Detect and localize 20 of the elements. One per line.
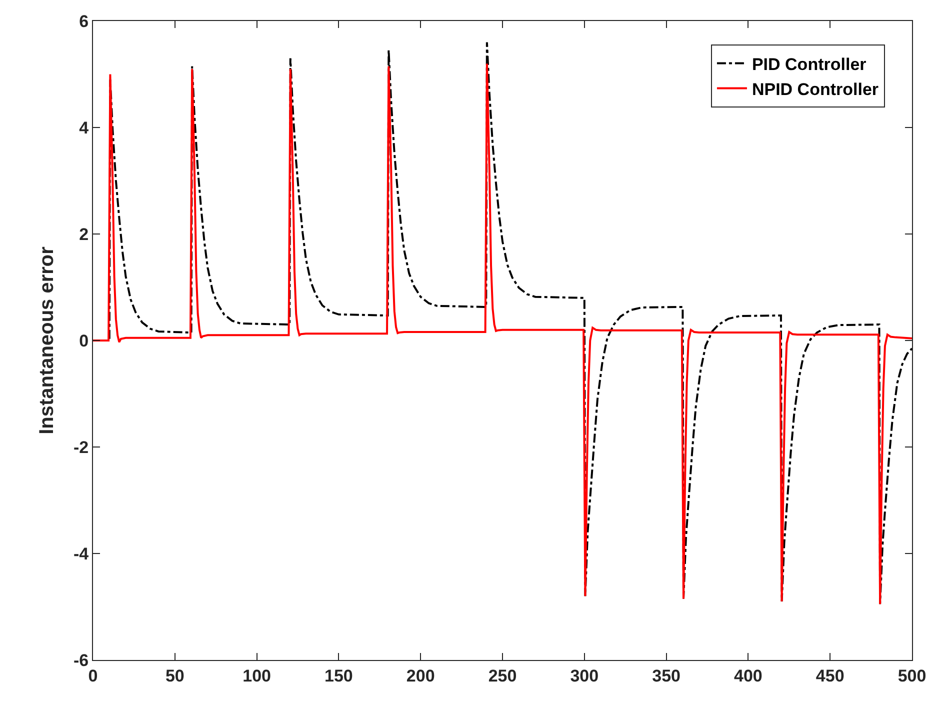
x-tick-label: 500 [898,666,926,686]
x-tick-label: 300 [570,666,599,686]
y-axis-title: Instantaneous error [36,246,58,434]
x-tick-label: 200 [406,666,435,686]
y-tick-label: 6 [79,12,89,31]
x-tick-label: 50 [165,666,184,686]
x-tick-label: 150 [324,666,353,686]
x-tick-label: 100 [242,666,271,686]
y-tick-label: -6 [73,650,89,670]
y-tick-label: 0 [79,331,89,350]
y-tick-label: -2 [73,438,89,457]
x-tick-label: 400 [734,666,762,686]
y-tick-label: 4 [79,118,90,138]
legend-label: PID Controller [752,54,867,74]
y-tick-label: 2 [79,224,89,244]
y-tick-label: -4 [73,544,90,564]
legend-label: NPID Controller [752,80,879,99]
x-tick-label: 450 [816,666,844,686]
x-tick-label: 350 [652,666,680,686]
x-tick-label: 250 [488,666,517,686]
